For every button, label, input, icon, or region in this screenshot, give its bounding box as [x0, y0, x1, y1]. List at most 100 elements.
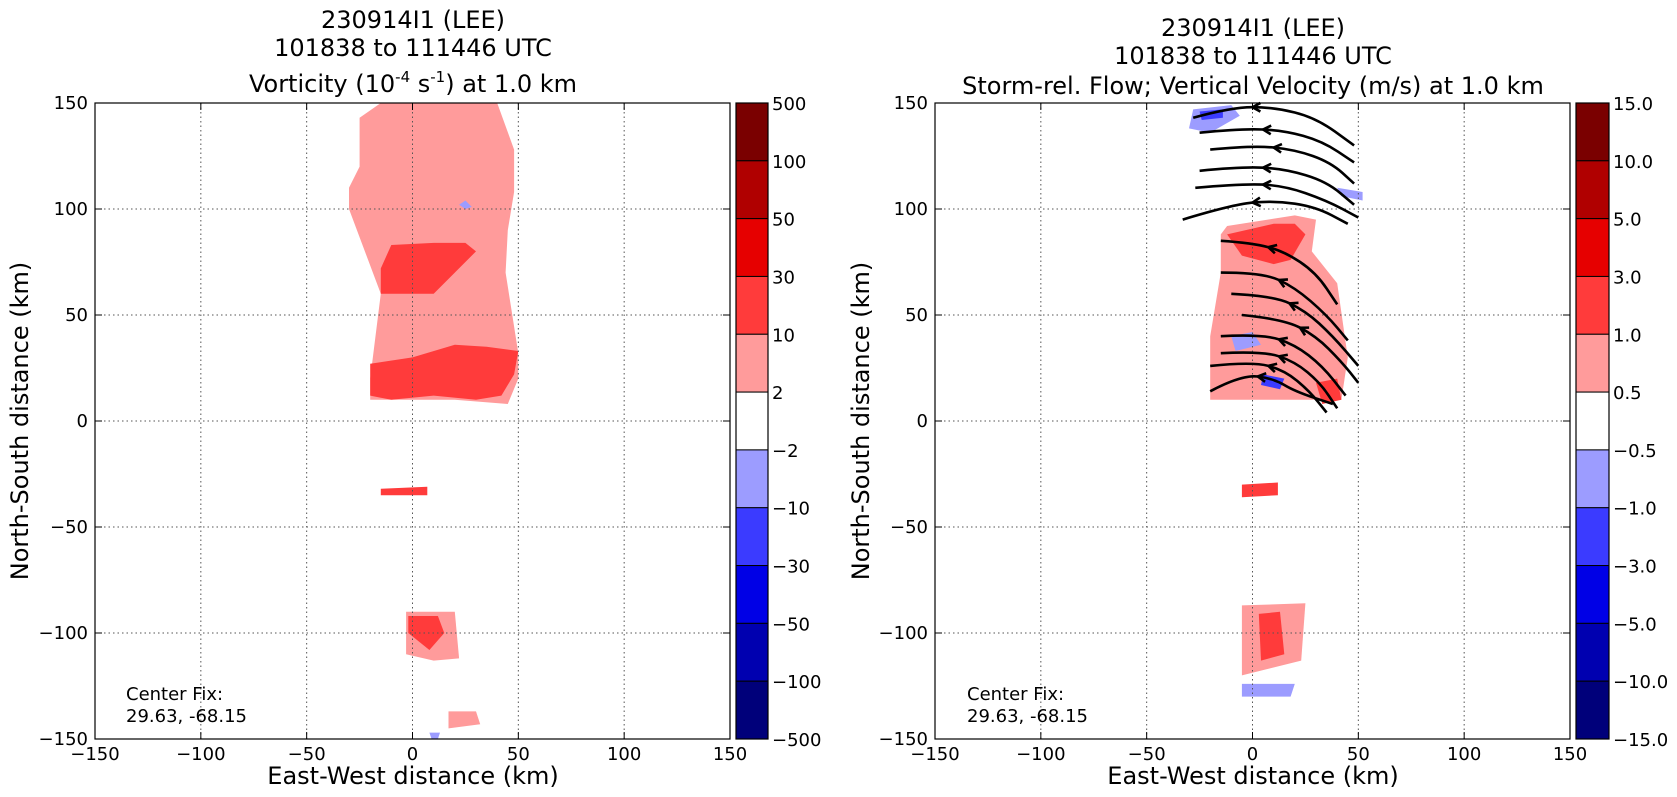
- velocity-center-fix-label: Center Fix:: [967, 684, 1064, 705]
- velocity-colorbar-swatch: [1575, 102, 1610, 162]
- vorticity-ytick-label: −100: [39, 623, 88, 644]
- velocity-colorbar-label: −0.5: [1613, 441, 1657, 462]
- vorticity-title-line3: Vorticity (10-4 s-1) at 1.0 km: [249, 68, 577, 98]
- vorticity-title-sup2: -1: [430, 68, 445, 86]
- vorticity-colorbar-swatch: [735, 391, 769, 451]
- velocity-title-line1: 230914I1 (LEE): [1161, 14, 1345, 42]
- vorticity-contour-region: [429, 732, 440, 739]
- velocity-colorbar-label: 3.0: [1613, 267, 1642, 288]
- velocity-streamline: [1192, 105, 1355, 147]
- velocity-colorbar-swatch: [1575, 507, 1610, 567]
- vorticity-colorbar-swatch: [735, 333, 769, 393]
- velocity-colorbar-label: 10.0: [1613, 152, 1653, 173]
- velocity-plot-area: −150 −100 −50 0 50 100 150 150 100 50 0 −50 −100 −15…: [879, 93, 1588, 765]
- velocity-panel: 230914I1 (LEE) 101838 to 111446 UTC Stor…: [847, 14, 1668, 790]
- velocity-contour-region: [1258, 611, 1285, 661]
- velocity-streamline-arrow: [1249, 196, 1262, 208]
- vorticity-title-sup1: -4: [395, 68, 410, 86]
- vorticity-colorbar-swatch: [735, 565, 769, 624]
- velocity-colorbar-swatch: [1575, 160, 1610, 220]
- velocity-contour-region: [1337, 187, 1363, 201]
- velocity-streamline-arrow: [1276, 278, 1289, 289]
- velocity-streamline-arrow: [1276, 336, 1289, 347]
- vorticity-panel: 230914I1 (LEE) 101838 to 111446 UTC Vort…: [6, 6, 821, 790]
- velocity-streamline-arrow: [1255, 372, 1267, 383]
- velocity-streamline: [1231, 292, 1360, 367]
- velocity-contour-region: [1241, 683, 1295, 697]
- vorticity-xtick-label: 50: [507, 744, 530, 765]
- vorticity-ytick-label: −50: [50, 517, 88, 538]
- velocity-colorbar-swatch: [1575, 622, 1610, 682]
- velocity-title-line2: 101838 to 111446 UTC: [1114, 42, 1392, 70]
- velocity-colorbar-label: 15.0: [1613, 94, 1653, 115]
- vorticity-contour-region: [380, 486, 428, 496]
- vorticity-colorbar: 500 100 50 30 10 2 −2 −10 −30 −50 −100 −500: [735, 94, 821, 751]
- velocity-colorbar-label: 1.0: [1613, 325, 1642, 346]
- velocity-colorbar: 15.0 10.0 5.0 3.0 1.0 0.5 −0.5 −1.0 −3.0 −5.0 −10.…: [1575, 94, 1668, 751]
- vorticity-contour-region: [459, 200, 472, 209]
- velocity-streamline-arrow: [1276, 353, 1289, 364]
- velocity-ylabel: North-South distance (km): [847, 262, 875, 581]
- vorticity-title-post: ) at 1.0 km: [445, 70, 577, 98]
- velocity-streamline: [1220, 239, 1339, 306]
- vorticity-colorbar-swatch: [735, 160, 769, 220]
- velocity-colorbar-label: 5.0: [1613, 210, 1642, 231]
- velocity-streamline-arrow: [1287, 301, 1299, 312]
- vorticity-ytick-label: 150: [54, 93, 88, 114]
- velocity-colorbar-swatch: [1575, 275, 1610, 335]
- vorticity-colorbar-swatch: [735, 275, 769, 335]
- vorticity-center-fix-label: Center Fix:: [126, 684, 223, 705]
- velocity-colorbar-swatch: [1575, 449, 1610, 509]
- vorticity-colorbar-swatch: [735, 680, 769, 740]
- velocity-streamline-arrow: [1265, 243, 1278, 255]
- velocity-center-fix-value: 29.63, -68.15: [967, 706, 1088, 727]
- vorticity-colorbar-label: 10: [772, 325, 795, 346]
- velocity-streamline-arrow: [1265, 362, 1278, 374]
- vorticity-title-mid: s: [410, 70, 430, 98]
- vorticity-title-line1: 230914I1 (LEE): [321, 6, 505, 34]
- vorticity-title-pre: Vorticity (10: [249, 70, 395, 98]
- vorticity-colorbar-swatch: [735, 449, 769, 509]
- velocity-colorbar-label: −1.0: [1613, 499, 1657, 520]
- vorticity-contour-region: [370, 344, 519, 400]
- velocity-streamline: [1182, 200, 1349, 225]
- velocity-xtick-label: 150: [1553, 744, 1587, 765]
- vorticity-xtick-label: 0: [407, 744, 418, 765]
- velocity-streamline: [1209, 374, 1334, 406]
- velocity-colorbar-swatch: [1575, 391, 1610, 451]
- vorticity-colorbar-swatch: [735, 622, 769, 682]
- vorticity-colorbar-label: 30: [772, 267, 795, 288]
- velocity-xtick-label: 100: [1447, 744, 1481, 765]
- velocity-ytick-label: −150: [879, 729, 928, 750]
- velocity-streamline: [1210, 145, 1355, 185]
- velocity-streamline: [1210, 362, 1328, 414]
- velocity-streamline-arrow: [1260, 162, 1272, 174]
- vorticity-contour-region: [380, 242, 476, 294]
- vorticity-colorbar-swatch: [735, 102, 769, 162]
- velocity-streamline: [1241, 313, 1360, 384]
- velocity-colorbar-label: −3.0: [1613, 557, 1657, 578]
- velocity-streamline: [1199, 127, 1355, 164]
- velocity-streamline-arrow: [1260, 124, 1272, 136]
- velocity-colorbar-swatch: [1575, 218, 1610, 277]
- vorticity-contour-region: [408, 616, 445, 650]
- vorticity-contour-region: [448, 711, 481, 729]
- vorticity-xtick-label: 150: [713, 744, 747, 765]
- velocity-xtick-label: −50: [1128, 744, 1166, 765]
- vorticity-colorbar-swatch: [735, 218, 769, 277]
- velocity-streamline: [1199, 166, 1355, 206]
- velocity-ytick-label: −50: [890, 517, 928, 538]
- vorticity-colorbar-label: −500: [772, 730, 821, 751]
- velocity-streamline: [1195, 183, 1359, 219]
- vorticity-colorbar-swatch: [735, 507, 769, 567]
- vorticity-colorbar-label: −50: [772, 614, 810, 635]
- vorticity-colorbar-label: 500: [772, 94, 806, 115]
- velocity-xtick-label: −100: [1016, 744, 1065, 765]
- velocity-xtick-label: 50: [1347, 744, 1370, 765]
- velocity-xtick-label: −150: [910, 744, 959, 765]
- vorticity-ylabel: North-South distance (km): [6, 262, 34, 581]
- vorticity-colorbar-label: −2: [772, 441, 799, 462]
- velocity-streamline: [1220, 351, 1339, 410]
- velocity-streamline: [1220, 271, 1349, 342]
